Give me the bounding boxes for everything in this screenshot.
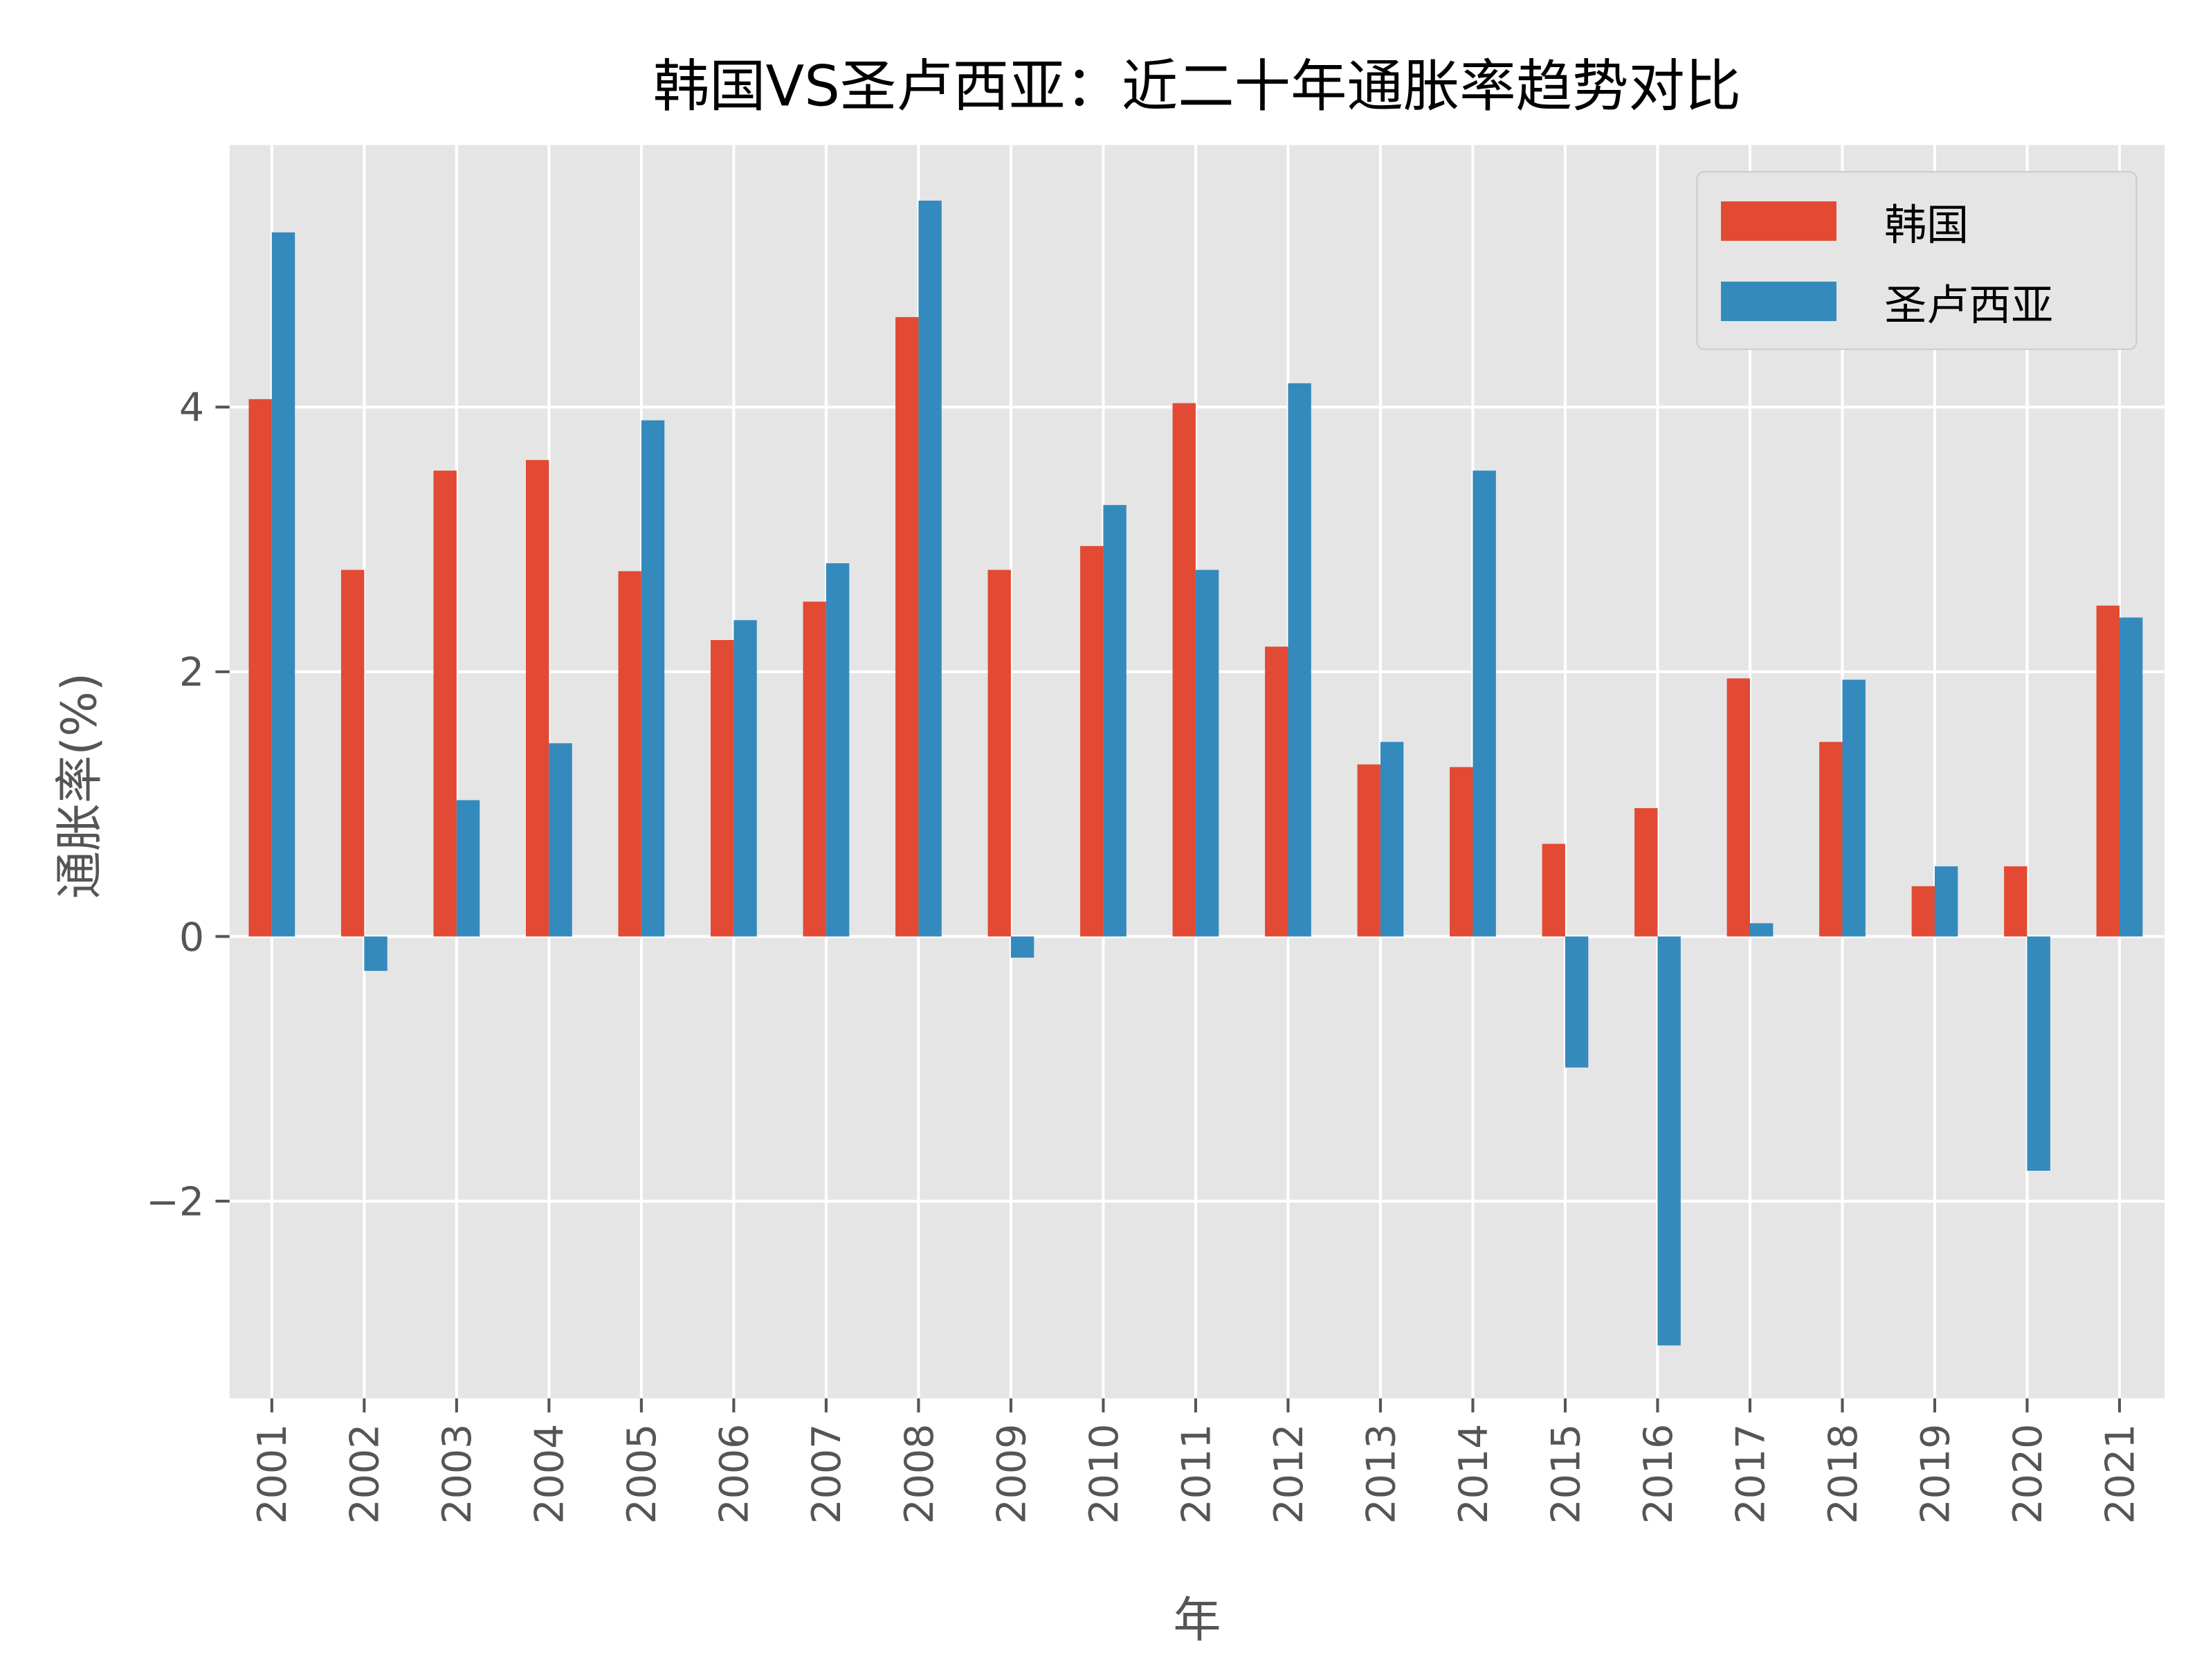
bar-2010-korea bbox=[1080, 546, 1104, 937]
bar-2005-saint-lucia bbox=[641, 420, 665, 937]
bar-2006-saint-lucia bbox=[733, 620, 757, 937]
legend: 韩国 圣卢西亚 bbox=[1696, 171, 2137, 350]
bar-2013-korea bbox=[1357, 764, 1380, 937]
bar-2018-saint-lucia bbox=[1842, 679, 1866, 937]
x-tick-label: 2003 bbox=[435, 1424, 480, 1524]
x-tick-label: 2010 bbox=[1082, 1424, 1127, 1524]
bar-2013-saint-lucia bbox=[1380, 742, 1404, 937]
y-tick-label: −2 bbox=[146, 1179, 204, 1225]
bar-2003-korea bbox=[433, 471, 457, 937]
legend-label-saint-lucia: 圣卢西亚 bbox=[1884, 281, 2053, 330]
bar-2010-saint-lucia bbox=[1103, 504, 1127, 937]
y-tick-label: 4 bbox=[179, 385, 204, 431]
x-tick-label: 2021 bbox=[2097, 1424, 2143, 1524]
bar-2012-saint-lucia bbox=[1288, 383, 1311, 937]
bar-2019-korea bbox=[1911, 886, 1935, 937]
y-axis-label: 通胀率(%) bbox=[52, 673, 107, 899]
bar-2016-korea bbox=[1634, 807, 1658, 937]
x-tick-label: 2004 bbox=[527, 1424, 573, 1524]
bar-2019-saint-lucia bbox=[1935, 866, 1958, 937]
bar-2014-saint-lucia bbox=[1473, 471, 1496, 937]
bar-2021-saint-lucia bbox=[2119, 617, 2143, 937]
bar-2012-korea bbox=[1265, 646, 1288, 937]
y-tick-label: 2 bbox=[179, 650, 204, 695]
bar-2001-saint-lucia bbox=[271, 232, 295, 937]
bar-2006-korea bbox=[711, 639, 734, 937]
bar-2020-korea bbox=[2004, 866, 2027, 937]
bar-2017-saint-lucia bbox=[1749, 923, 1774, 937]
y-tick-label: 0 bbox=[179, 915, 204, 960]
bar-2018-korea bbox=[1819, 742, 1843, 937]
x-tick-label: 2011 bbox=[1174, 1424, 1219, 1524]
bar-2007-korea bbox=[803, 601, 826, 937]
x-tick-label: 2014 bbox=[1451, 1424, 1497, 1524]
x-tick-label: 2007 bbox=[804, 1424, 850, 1524]
bar-2005-korea bbox=[618, 571, 641, 937]
x-tick-label: 2006 bbox=[712, 1424, 758, 1524]
bar-2001-korea bbox=[248, 399, 272, 937]
bar-2008-saint-lucia bbox=[918, 200, 942, 937]
x-tick-label: 2020 bbox=[2005, 1424, 2051, 1524]
x-axis-label: 年 bbox=[1173, 1593, 1221, 1648]
bar-2009-saint-lucia bbox=[1010, 936, 1034, 958]
x-tick-label: 2018 bbox=[1821, 1424, 1866, 1524]
x-tick-label: 2019 bbox=[1913, 1424, 1958, 1524]
legend-swatch-saint-lucia bbox=[1721, 282, 1836, 322]
y-axis-ticks: −2 0 2 4 bbox=[146, 385, 230, 1225]
x-tick-label: 2009 bbox=[989, 1424, 1034, 1524]
bar-2011-korea bbox=[1172, 403, 1196, 937]
bar-2015-korea bbox=[1542, 843, 1565, 937]
bar-2017-korea bbox=[1726, 678, 1750, 937]
bar-2007-saint-lucia bbox=[826, 563, 850, 937]
bar-2020-saint-lucia bbox=[2027, 936, 2050, 1171]
x-tick-label: 2017 bbox=[1728, 1424, 1774, 1524]
x-tick-label: 2012 bbox=[1266, 1424, 1312, 1524]
chart-title: 韩国VS圣卢西亚：近二十年通胀率趋势对比 bbox=[653, 54, 1741, 120]
bar-2016-saint-lucia bbox=[1657, 936, 1681, 1346]
bar-2002-saint-lucia bbox=[364, 936, 388, 971]
x-tick-label: 2005 bbox=[619, 1424, 665, 1524]
bar-2011-saint-lucia bbox=[1195, 569, 1219, 937]
bar-2004-korea bbox=[525, 459, 549, 937]
legend-label-korea: 韩国 bbox=[1884, 201, 1969, 250]
bar-2008-korea bbox=[895, 317, 919, 937]
bar-2015-saint-lucia bbox=[1565, 936, 1589, 1068]
bar-2003-saint-lucia bbox=[456, 800, 480, 937]
bar-2002-korea bbox=[340, 569, 365, 937]
x-tick-label: 2002 bbox=[343, 1424, 388, 1524]
x-axis-ticks: 2001 2002 2003 2004 2005 2006 2007 2008 2009 2010… bbox=[250, 1398, 2143, 1524]
x-tick-label: 2013 bbox=[1358, 1424, 1404, 1524]
x-tick-label: 2016 bbox=[1636, 1424, 1681, 1524]
x-tick-label: 2001 bbox=[250, 1424, 295, 1524]
bar-2021-korea bbox=[2096, 605, 2120, 937]
x-tick-label: 2015 bbox=[1543, 1424, 1589, 1524]
legend-swatch-korea bbox=[1721, 201, 1836, 241]
x-tick-label: 2008 bbox=[897, 1424, 942, 1524]
bar-2004-saint-lucia bbox=[549, 743, 572, 937]
bars bbox=[248, 200, 2143, 1346]
bar-2009-korea bbox=[987, 569, 1011, 937]
bar-2014-korea bbox=[1450, 767, 1473, 937]
